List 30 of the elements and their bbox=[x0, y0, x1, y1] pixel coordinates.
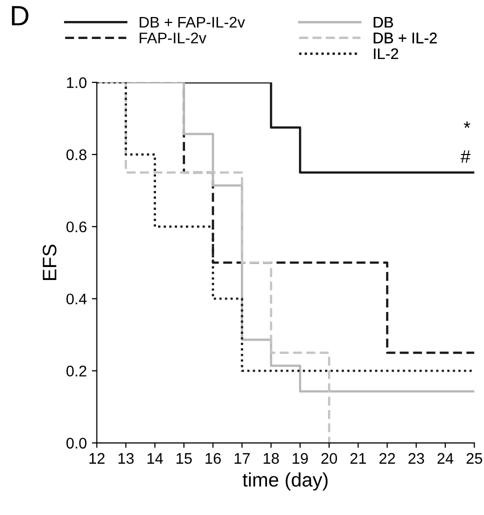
legend-label: FAP-IL-2v bbox=[140, 32, 206, 44]
x-tick-label: 16 bbox=[206, 453, 221, 464]
y-axis-title: EFS bbox=[42, 244, 56, 280]
legend-label: DB + FAP-IL-2v bbox=[140, 16, 245, 28]
y-tick-label: 1.0 bbox=[67, 77, 86, 88]
x-tick-label: 18 bbox=[264, 453, 279, 464]
annotation: * bbox=[464, 122, 470, 128]
x-tick-label: 17 bbox=[234, 453, 250, 464]
x-tick-label: 23 bbox=[408, 453, 424, 464]
y-tick-label: 0.0 bbox=[66, 438, 86, 449]
y-tick-label: 0.6 bbox=[66, 221, 86, 232]
x-tick-label: 20 bbox=[321, 453, 338, 464]
x-tick-label: 12 bbox=[89, 453, 105, 464]
x-tick-label: 24 bbox=[438, 453, 454, 464]
y-tick-label: 0.4 bbox=[66, 294, 87, 304]
y-tick-label: 0.8 bbox=[66, 149, 86, 160]
x-axis-title: time (day) bbox=[242, 472, 328, 491]
x-tick-label: 22 bbox=[379, 453, 395, 464]
text: D bbox=[12, 6, 28, 26]
y-tick-label: 0.2 bbox=[66, 366, 86, 376]
legend-label: IL-2 bbox=[374, 48, 398, 60]
legend-label: DB bbox=[374, 16, 393, 28]
x-tick-label: 19 bbox=[292, 453, 308, 464]
x-tick-label: 13 bbox=[118, 453, 134, 464]
x-tick-label: 15 bbox=[176, 453, 192, 464]
x-tick-label: 25 bbox=[466, 453, 482, 464]
x-tick-label: 21 bbox=[350, 453, 366, 464]
x-tick-label: 14 bbox=[148, 453, 163, 464]
legend-label: DB + IL-2 bbox=[374, 32, 437, 44]
annotation: # bbox=[460, 150, 470, 163]
